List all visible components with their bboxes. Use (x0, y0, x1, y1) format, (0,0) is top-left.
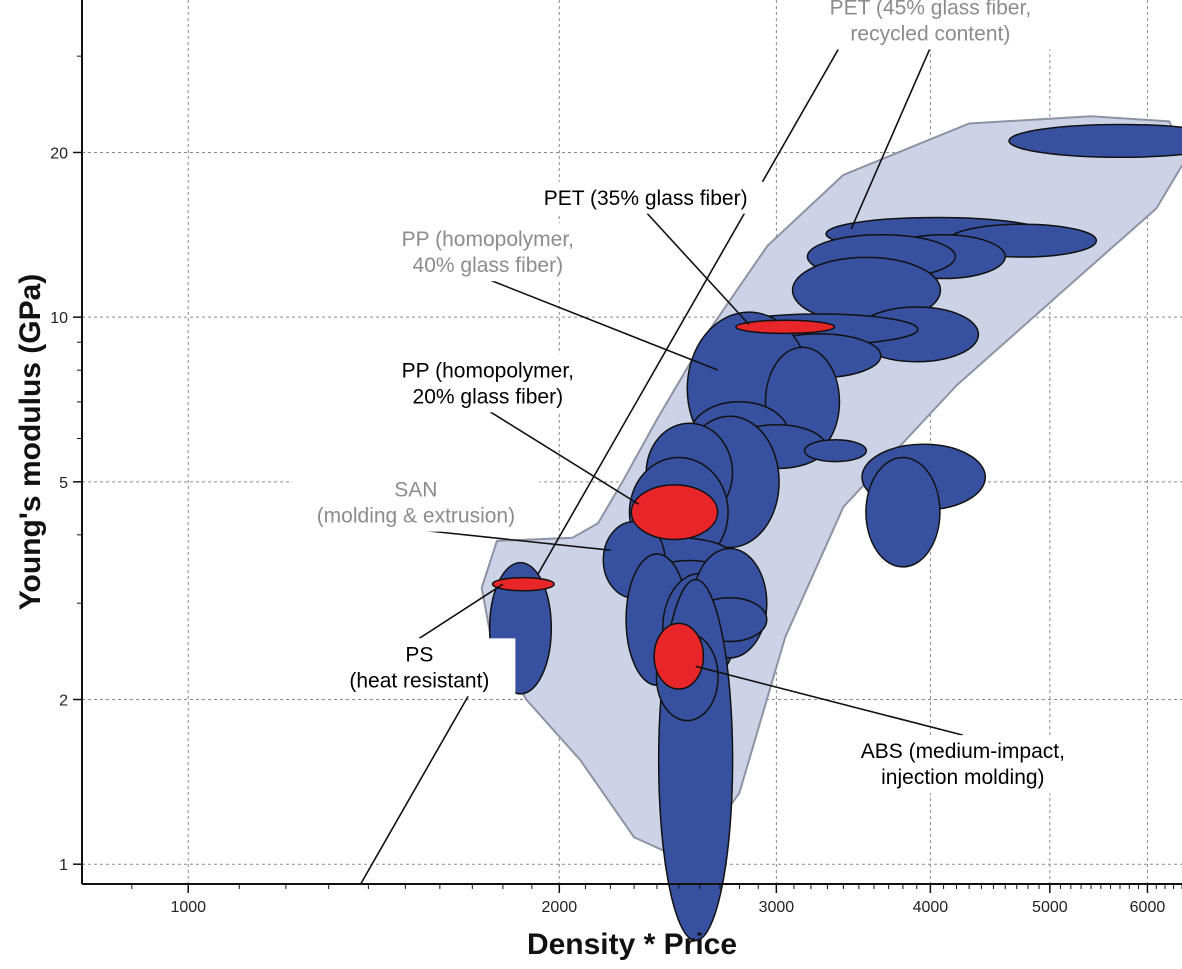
annotation-label: (heat resistant) (349, 669, 489, 692)
y-tick-label: 5 (59, 475, 68, 492)
x-tick-label: 5000 (1032, 899, 1068, 916)
x-tick-label: 6000 (1130, 899, 1166, 916)
annotation-leader-line (418, 583, 504, 639)
annotation-label-bg (522, 181, 770, 214)
highlighted-material-bubble (653, 622, 705, 690)
annotation-leader-line (695, 665, 964, 736)
highlighted-material-bubble (491, 576, 555, 592)
annotation-label: PET (45% glass fiber, (830, 0, 1032, 20)
axis-ticks: 1 2 5 10 20 1000 2000 3000 4000 5000 6000 (50, 55, 1182, 916)
highlighted-material-bubble (630, 484, 719, 541)
annotation-label-bg (806, 0, 1054, 50)
annotation-label-bg (391, 354, 584, 413)
annotation-label: PP (homopolymer, (402, 228, 574, 251)
annotations: PET (45% glass fiber, recycled content) PE… (292, 0, 1076, 794)
x-axis-title: Density * Price (527, 928, 737, 961)
y-tick-label: 1 (59, 857, 68, 874)
annotation-label: PP (homopolymer, (402, 359, 574, 382)
annotation-label-bg (391, 223, 584, 282)
material-bubble (803, 439, 868, 463)
y-tick-label: 2 (59, 693, 68, 710)
annotation-leader-line (487, 278, 719, 371)
y-tick-label: 10 (50, 310, 68, 327)
annotation-label: 20% glass fiber) (413, 385, 564, 408)
annotation-label: PET (35% glass fiber) (544, 187, 748, 210)
annotation-label: ABS (medium-impact, (861, 740, 1065, 763)
annotation-label: (molding & extrusion) (317, 505, 515, 528)
material-family-envelope (480, 115, 1182, 854)
x-tick-label: 4000 (913, 899, 949, 916)
selection-guideline (359, 0, 868, 885)
annotation-leader-line (645, 211, 750, 325)
y-axis-title: Young's modulus (GPa) (14, 274, 47, 611)
x-tick-label: 3000 (759, 899, 795, 916)
annotation-leader-line (487, 409, 640, 505)
annotation-label-bg (292, 473, 540, 532)
axes (81, 0, 1182, 885)
annotation-label: 40% glass fiber) (413, 254, 564, 277)
annotation-label-bg (323, 638, 516, 697)
annotation-leader-line (850, 47, 932, 230)
annotation-label: PS (405, 643, 433, 666)
material-bubble (865, 456, 941, 568)
annotation-leader-line (415, 528, 611, 551)
annotation-label: injection molding) (881, 766, 1044, 789)
x-tick-label: 2000 (542, 899, 578, 916)
annotation-label: SAN (394, 479, 437, 502)
annotation-label-bg (850, 735, 1076, 794)
annotation-label: recycled content) (850, 23, 1010, 46)
highlighted-material-bubble (735, 319, 836, 335)
material-bubble (1008, 123, 1182, 159)
x-tick-label: 1000 (170, 899, 206, 916)
material-bubbles (488, 123, 1182, 942)
y-tick-label: 20 (50, 145, 68, 162)
